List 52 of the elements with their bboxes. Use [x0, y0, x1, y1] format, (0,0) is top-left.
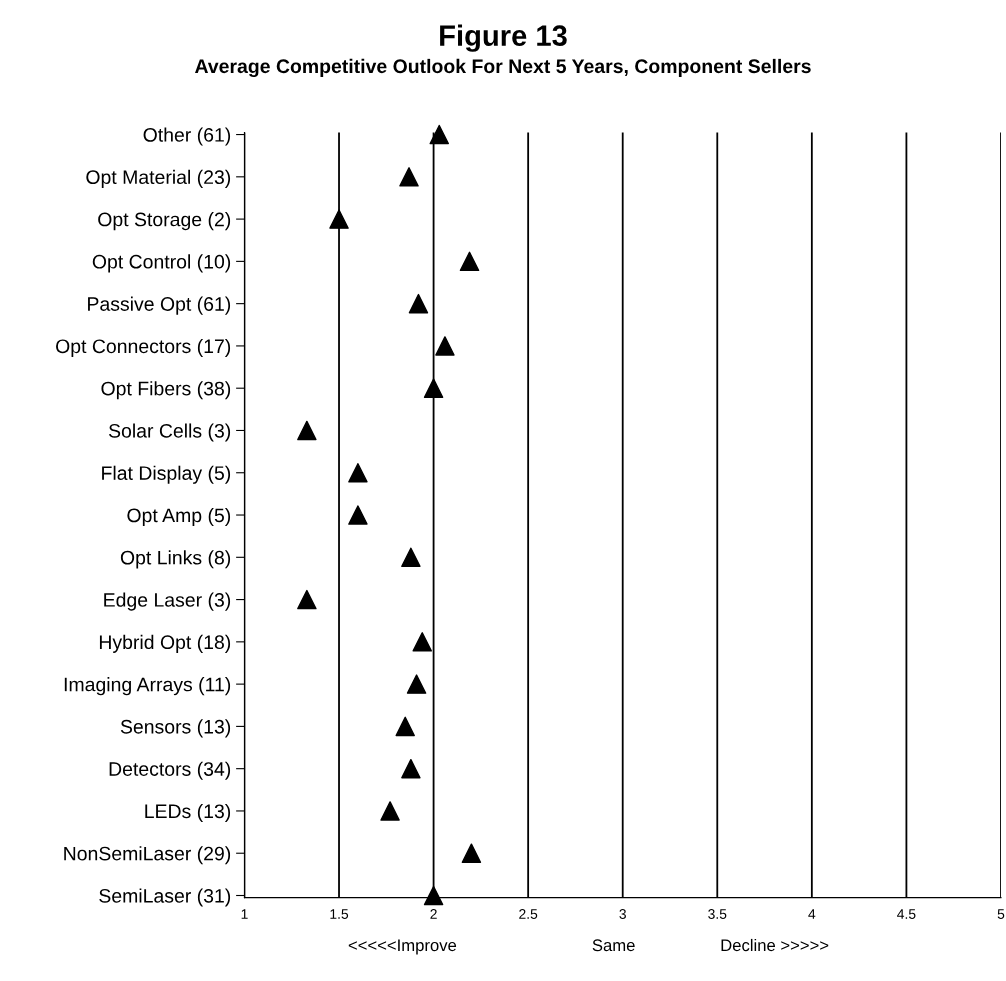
- y-tick-label: Edge Laser (3): [104, 592, 231, 611]
- point: [348, 505, 368, 525]
- point: [380, 801, 400, 821]
- y-tick-label: Opt Material (23): [86, 169, 231, 188]
- point: [412, 632, 432, 652]
- y-tick-label: Opt Links (8): [120, 550, 231, 569]
- x-tick-label: 2: [430, 909, 437, 919]
- y-tick-label: SemiLaser (31): [99, 888, 231, 907]
- y-tick-label: Sensors (13): [120, 719, 231, 738]
- chart-subtitle: Average Competitive Outlook For Next 5 Years, Component Sellers: [195, 58, 811, 78]
- point: [408, 293, 429, 314]
- y-tick-label: Opt Storage (2): [98, 212, 231, 231]
- y-tick-label: LEDs (13): [145, 803, 231, 823]
- x-tick-label: 2.5: [519, 909, 538, 919]
- x-tick-label: 4.5: [897, 909, 916, 919]
- point: [429, 124, 450, 145]
- x-tick-label: 1: [241, 909, 248, 919]
- point: [348, 463, 368, 483]
- x-tick-label: 3: [619, 909, 626, 919]
- point: [423, 885, 444, 906]
- point: [459, 251, 480, 272]
- y-tick-label: Imaging Arrays (11): [64, 677, 231, 696]
- point: [329, 209, 349, 229]
- y-tick-label: Opt Fibers (38): [101, 381, 231, 400]
- point: [401, 547, 421, 568]
- point: [401, 758, 421, 779]
- y-tick-label: Hybrid Opt (18): [99, 634, 231, 653]
- point: [423, 378, 444, 398]
- y-tick-label: Detectors (34): [109, 761, 231, 780]
- point: [406, 674, 427, 694]
- y-tick-label: Other (61): [143, 127, 231, 146]
- y-tick-label: Passive Opt (61): [88, 296, 231, 315]
- point: [461, 843, 482, 863]
- point: [435, 336, 455, 356]
- y-tick-label: Flat Display (5): [102, 465, 231, 484]
- x-tick-label: 4: [808, 909, 816, 919]
- chart-title: Figure 13: [440, 24, 567, 52]
- text: Same: [592, 939, 635, 952]
- x-tick-label: 3.5: [708, 909, 727, 919]
- y-tick-label: Opt Amp (5): [127, 507, 231, 527]
- point: [395, 716, 415, 737]
- x-tick-label: 1.5: [330, 909, 349, 919]
- y-tick-label: NonSemiLaser (29): [64, 846, 231, 865]
- x-tick-label: 5: [997, 909, 1005, 919]
- point: [297, 420, 317, 441]
- point: [399, 167, 419, 187]
- y-tick-label: Opt Control (10): [92, 254, 231, 273]
- point: [297, 589, 317, 610]
- y-tick-label: Solar Cells (3): [108, 423, 231, 442]
- text: Decline >>>>>: [721, 938, 829, 952]
- text: <<<<<Improve: [348, 939, 457, 955]
- y-tick-label: Opt Connectors (17): [56, 338, 231, 357]
